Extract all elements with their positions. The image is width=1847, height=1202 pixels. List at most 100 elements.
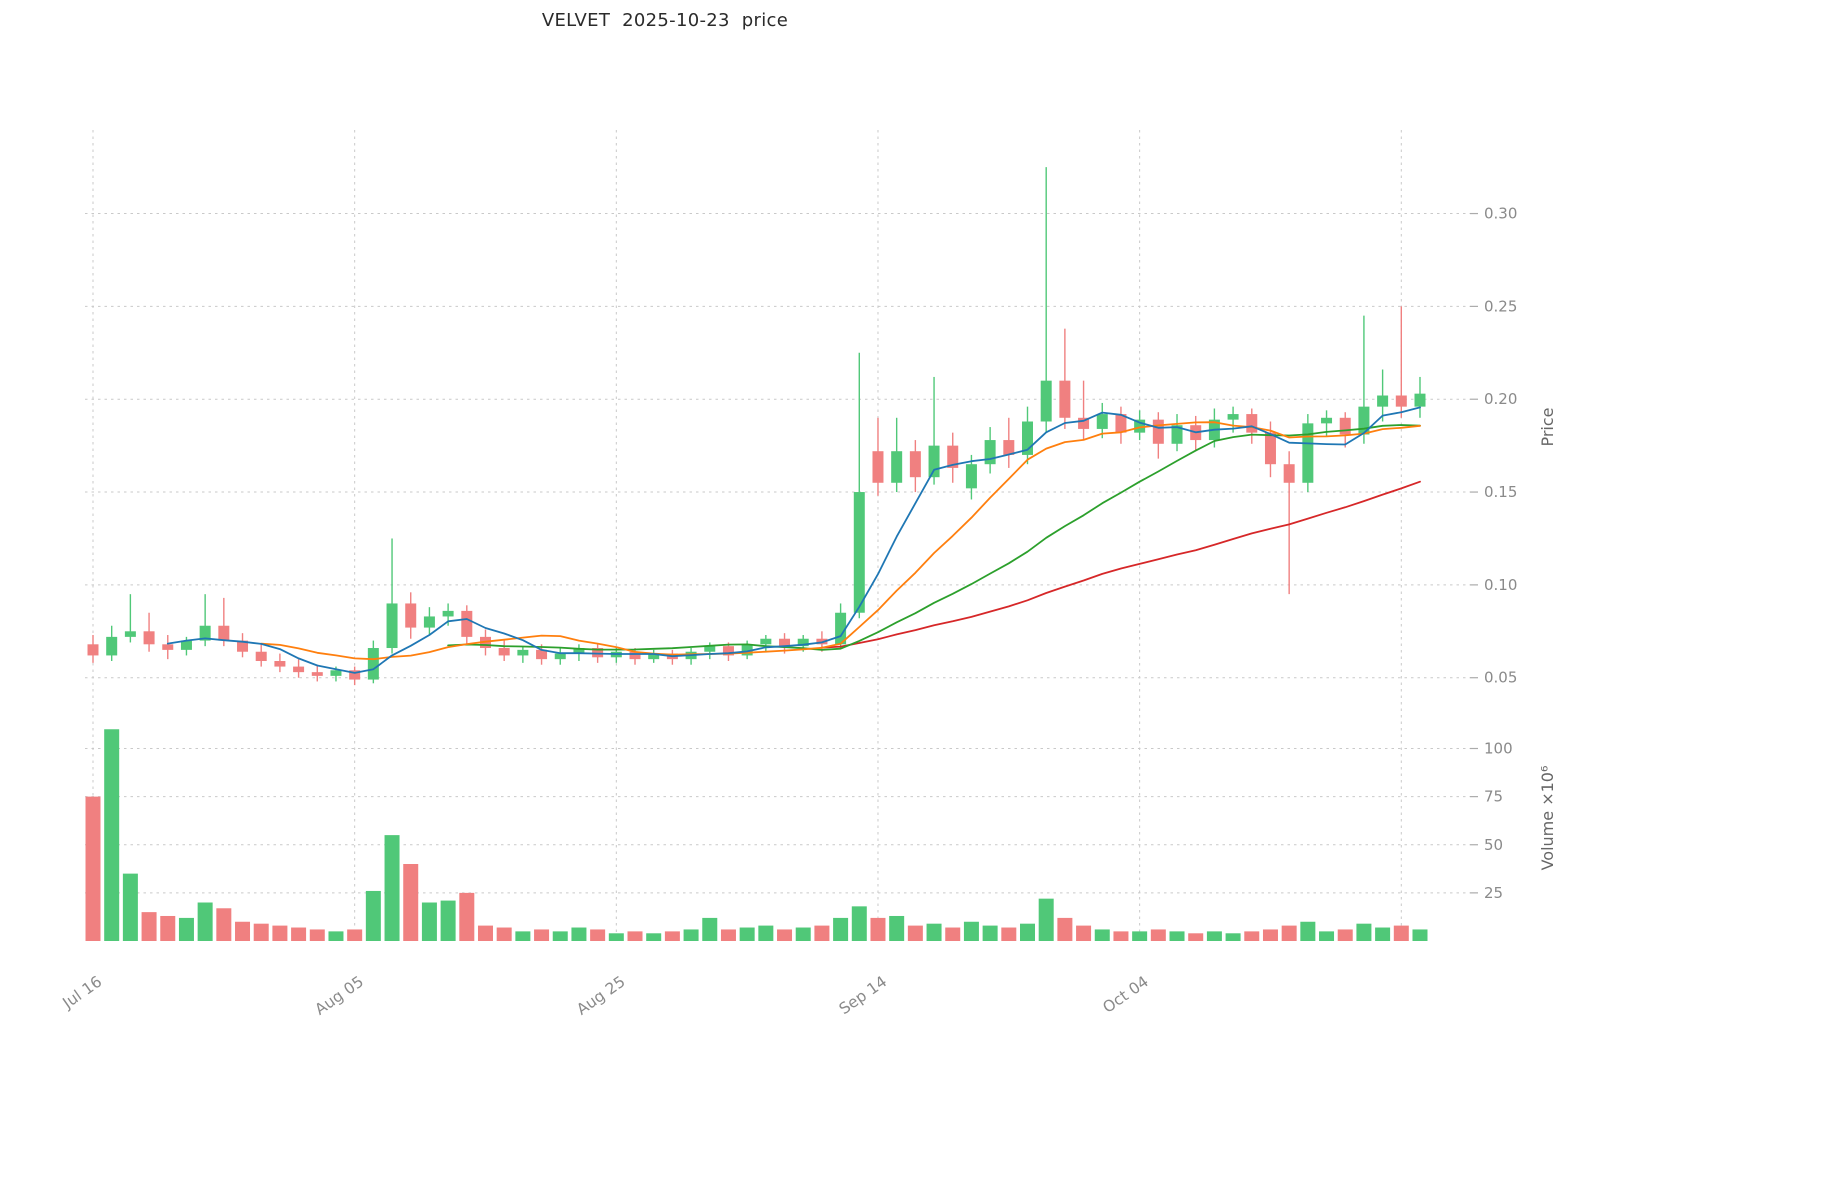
- volume-bar: [758, 925, 774, 941]
- candle-body: [741, 644, 753, 656]
- candle-body: [1059, 380, 1071, 418]
- candle-body: [442, 610, 454, 617]
- candle-body: [1414, 393, 1426, 407]
- candle-body: [928, 445, 940, 478]
- candle-body: [573, 648, 585, 654]
- candle-body: [1078, 417, 1090, 429]
- candle-body: [386, 603, 398, 649]
- candle-body: [1321, 417, 1333, 424]
- volume-bar: [403, 864, 419, 941]
- candle-body: [1115, 414, 1127, 433]
- volume-bar: [1020, 923, 1035, 941]
- x-tick-label: Sep 14: [836, 973, 890, 1019]
- axis-ticks: 0.05 0.10 0.15 0.20 0.25 0.30 25 50 75 100 Jul 16 A…: [59, 205, 1518, 1019]
- volume-bar: [1319, 931, 1335, 941]
- volume-bar: [1132, 931, 1148, 941]
- candle-body: [162, 644, 174, 650]
- volume-bar: [870, 917, 886, 941]
- candle-body: [1171, 425, 1183, 444]
- candle-body: [648, 653, 660, 660]
- candle-body: [1264, 432, 1276, 465]
- volume-bar: [552, 931, 568, 941]
- volume-bar: [1038, 898, 1054, 941]
- volume-bar: [365, 890, 381, 941]
- candle-body: [237, 640, 249, 652]
- candle-body: [1003, 440, 1015, 455]
- candle-body: [87, 644, 99, 656]
- candle-body: [872, 451, 884, 483]
- volume-bar: [926, 923, 942, 941]
- volume-bar: [982, 925, 998, 941]
- candle-body: [1377, 395, 1389, 407]
- candle-body: [367, 648, 379, 680]
- ma-40-line: [821, 480, 1421, 649]
- volume-bar: [777, 929, 793, 941]
- volume-bar: [1281, 925, 1297, 941]
- volume-bar: [1169, 931, 1185, 941]
- candle-body: [1283, 464, 1295, 483]
- price-tick-label: 0.05: [1484, 669, 1517, 687]
- volume-tick-label: 100: [1484, 740, 1513, 758]
- volume-bar: [1300, 921, 1316, 941]
- volume-bar: [197, 902, 213, 941]
- x-tick-label: Aug 25: [573, 973, 628, 1019]
- volume-bar: [1206, 931, 1222, 941]
- volume-bar: [907, 925, 923, 941]
- volume-bar: [122, 873, 138, 941]
- volume-bar: [104, 729, 120, 941]
- candle-body: [965, 464, 977, 489]
- volume-bar: [309, 929, 325, 941]
- axis-titles: Price Volume ×10⁶: [1538, 407, 1557, 870]
- candle-body: [349, 670, 361, 680]
- candle-body: [293, 666, 305, 673]
- volume-bar: [291, 927, 307, 941]
- candle-body: [592, 648, 604, 658]
- volume-bar: [1337, 929, 1353, 941]
- volume-bar: [814, 925, 830, 941]
- volume-bar: [272, 925, 288, 941]
- volume-bar: [1113, 931, 1129, 941]
- volume-bars: [85, 729, 1428, 941]
- moving-average-lines: [166, 406, 1421, 674]
- price-tick-label: 0.25: [1484, 297, 1517, 315]
- volume-bar: [1244, 931, 1260, 941]
- candle-body: [423, 616, 435, 628]
- volume-bar: [216, 908, 232, 941]
- candle-body: [311, 672, 323, 676]
- volume-bar: [421, 902, 437, 941]
- candle-body: [1134, 419, 1146, 433]
- volume-bar: [1225, 933, 1241, 941]
- candle-body: [274, 661, 286, 667]
- volume-bar: [534, 929, 550, 941]
- volume-bar: [646, 933, 662, 941]
- volume-bar: [1001, 927, 1017, 941]
- volume-axis-label: Volume ×10⁶: [1538, 766, 1557, 871]
- volume-bar: [590, 929, 606, 941]
- volume-bar: [235, 921, 251, 941]
- candle-body: [1339, 417, 1351, 435]
- price-tick-label: 0.10: [1484, 576, 1517, 594]
- volume-bar: [1188, 933, 1204, 941]
- candle-body: [1358, 406, 1370, 435]
- candle-body: [1040, 380, 1052, 422]
- volume-bar: [720, 929, 736, 941]
- volume-tick-label: 75: [1484, 788, 1503, 806]
- grid-lines: [85, 130, 1470, 941]
- volume-bar: [627, 931, 643, 941]
- volume-tick-label: 50: [1484, 836, 1503, 854]
- volume-bar: [141, 912, 157, 941]
- volume-bar: [963, 921, 979, 941]
- volume-bar: [515, 931, 531, 941]
- candle-body: [779, 638, 791, 647]
- volume-bar: [833, 917, 849, 941]
- volume-bar: [795, 927, 811, 941]
- volume-tick-label: 25: [1484, 884, 1503, 902]
- volume-bar: [1094, 929, 1110, 941]
- volume-bar: [571, 927, 587, 941]
- volume-bar: [1375, 927, 1391, 941]
- volume-bar: [459, 892, 475, 941]
- candle-body: [722, 646, 734, 656]
- candle-body: [106, 636, 118, 656]
- candle-body: [180, 640, 192, 650]
